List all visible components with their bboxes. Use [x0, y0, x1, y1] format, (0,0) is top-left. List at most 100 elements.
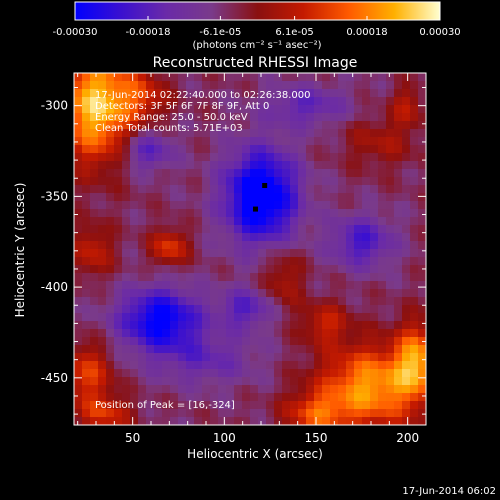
heatmap-cell — [410, 185, 419, 194]
heatmap-cell — [186, 401, 195, 410]
heatmap-cell — [362, 153, 371, 162]
heatmap-cell — [378, 249, 387, 258]
heatmap-cell — [250, 121, 259, 130]
heatmap-cell — [178, 177, 187, 186]
heatmap-cell — [154, 225, 163, 234]
heatmap-cell — [194, 265, 203, 274]
heatmap-cell — [130, 313, 139, 322]
heatmap-cell — [138, 105, 147, 114]
heatmap-cell — [90, 137, 99, 146]
heatmap-cell — [194, 97, 203, 106]
heatmap-cell — [410, 321, 419, 330]
heatmap-cell — [298, 305, 307, 314]
heatmap-cell — [146, 281, 155, 290]
heatmap-cell — [314, 137, 323, 146]
heatmap-cell — [306, 153, 315, 162]
heatmap-cell — [394, 225, 403, 234]
heatmap-cell — [154, 385, 163, 394]
heatmap-cell — [106, 193, 115, 202]
heatmap-cell — [362, 289, 371, 298]
heatmap-cell — [354, 337, 363, 346]
heatmap-cell — [250, 353, 259, 362]
heatmap-cell — [346, 105, 355, 114]
heatmap-cell — [386, 193, 395, 202]
heatmap-cell — [418, 137, 426, 146]
heatmap-cell — [386, 393, 395, 402]
heatmap-cell — [74, 377, 83, 386]
heatmap-cell — [354, 313, 363, 322]
heatmap-cell — [298, 105, 307, 114]
heatmap-cell — [226, 233, 235, 242]
heatmap-cell — [258, 193, 267, 202]
heatmap-cell — [338, 321, 347, 330]
heatmap-cell — [202, 233, 211, 242]
heatmap-cell — [178, 257, 187, 266]
heatmap-cell — [162, 233, 171, 242]
heatmap-cell — [98, 113, 107, 122]
heatmap-cell — [346, 249, 355, 258]
heatmap-cell — [258, 417, 267, 425]
heatmap-cell — [98, 393, 107, 402]
heatmap-cell — [242, 409, 251, 418]
heatmap-cell — [226, 217, 235, 226]
heatmap-cell — [202, 185, 211, 194]
heatmap-cell — [82, 321, 91, 330]
heatmap-cell — [378, 81, 387, 90]
heatmap-cell — [306, 161, 315, 170]
heatmap-cell — [298, 121, 307, 130]
heatmap-cell — [234, 73, 243, 82]
heatmap-cell — [394, 73, 403, 82]
heatmap-cell — [298, 241, 307, 250]
heatmap-cell — [338, 185, 347, 194]
heatmap-cell — [234, 97, 243, 106]
heatmap-cell — [122, 337, 131, 346]
heatmap-cell — [306, 89, 315, 98]
heatmap-cell — [298, 225, 307, 234]
heatmap-cell — [186, 353, 195, 362]
heatmap-cell — [122, 185, 131, 194]
heatmap-cell — [162, 73, 171, 82]
x-tick-label: 150 — [305, 431, 328, 445]
heatmap-cell — [146, 113, 155, 122]
heatmap-cell — [418, 273, 426, 282]
colorbar-tick-label: 0.00030 — [419, 27, 460, 38]
heatmap-cell — [402, 161, 411, 170]
heatmap-cell — [170, 417, 179, 425]
heatmap-cell — [298, 385, 307, 394]
heatmap-cell — [74, 73, 83, 82]
heatmap-cell — [370, 273, 379, 282]
heatmap-cell — [106, 289, 115, 298]
heatmap-cell — [194, 233, 203, 242]
heatmap-cell — [362, 201, 371, 210]
heatmap-cell — [202, 145, 211, 154]
heatmap-cell — [370, 369, 379, 378]
heatmap-cell — [114, 137, 123, 146]
heatmap-cell — [146, 337, 155, 346]
heatmap-cell — [298, 145, 307, 154]
heatmap-cell — [106, 353, 115, 362]
heatmap-cell — [122, 241, 131, 250]
heatmap-cell — [330, 225, 339, 234]
heatmap-cell — [362, 225, 371, 234]
heatmap-cell — [194, 137, 203, 146]
heatmap-cell — [418, 121, 426, 130]
heatmap-cell — [282, 161, 291, 170]
heatmap-cell — [386, 289, 395, 298]
heatmap-cell — [202, 361, 211, 370]
heatmap-cell — [378, 353, 387, 362]
heatmap-cell — [234, 217, 243, 226]
heatmap-cell — [322, 385, 331, 394]
heatmap-cell — [410, 137, 419, 146]
heatmap-cell — [210, 385, 219, 394]
heatmap-cell — [258, 161, 267, 170]
heatmap-cell — [402, 393, 411, 402]
heatmap-cell — [162, 145, 171, 154]
heatmap-cell — [258, 81, 267, 90]
heatmap-cell — [154, 129, 163, 138]
heatmap-cell — [202, 201, 211, 210]
heatmap-cell — [122, 81, 131, 90]
heatmap-cell — [146, 361, 155, 370]
heatmap-cell — [338, 313, 347, 322]
heatmap-cell — [290, 249, 299, 258]
heatmap-cell — [106, 313, 115, 322]
